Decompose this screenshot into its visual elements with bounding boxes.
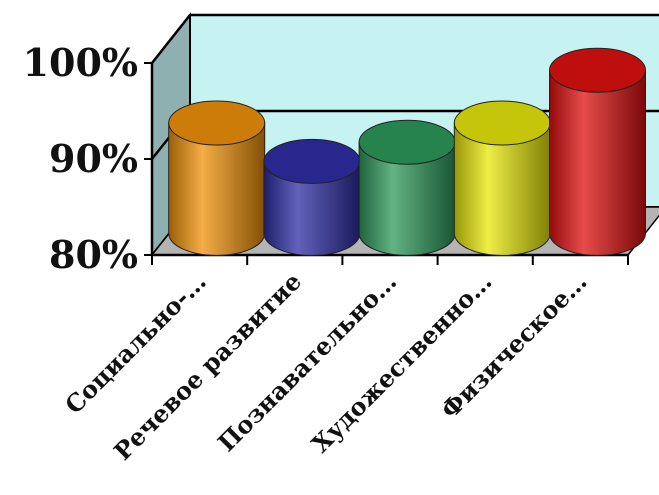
- bar: [168, 100, 266, 256]
- x-tick-label: Познавательно…: [212, 267, 402, 457]
- bar: [453, 100, 551, 256]
- bar: [263, 138, 361, 256]
- y-tick-label: 90%: [49, 136, 138, 181]
- x-tick-label: Речевое развитие: [108, 267, 307, 466]
- bar-top: [453, 100, 551, 146]
- bar-body: [263, 160, 361, 256]
- bar-top: [168, 100, 266, 146]
- bar: [358, 119, 456, 256]
- bar-top: [549, 47, 646, 93]
- bar-body: [168, 122, 266, 256]
- x-tick-label: Художественно…: [306, 267, 498, 459]
- bar-body: [453, 122, 551, 256]
- y-tick-label: 80%: [49, 232, 138, 277]
- bar: [549, 47, 646, 256]
- bar-body: [549, 69, 646, 256]
- y-tick-label: 100%: [23, 40, 138, 85]
- bar-top: [263, 138, 361, 184]
- bar-body: [358, 141, 456, 256]
- gridline: [151, 13, 659, 64]
- bar-top: [358, 119, 456, 165]
